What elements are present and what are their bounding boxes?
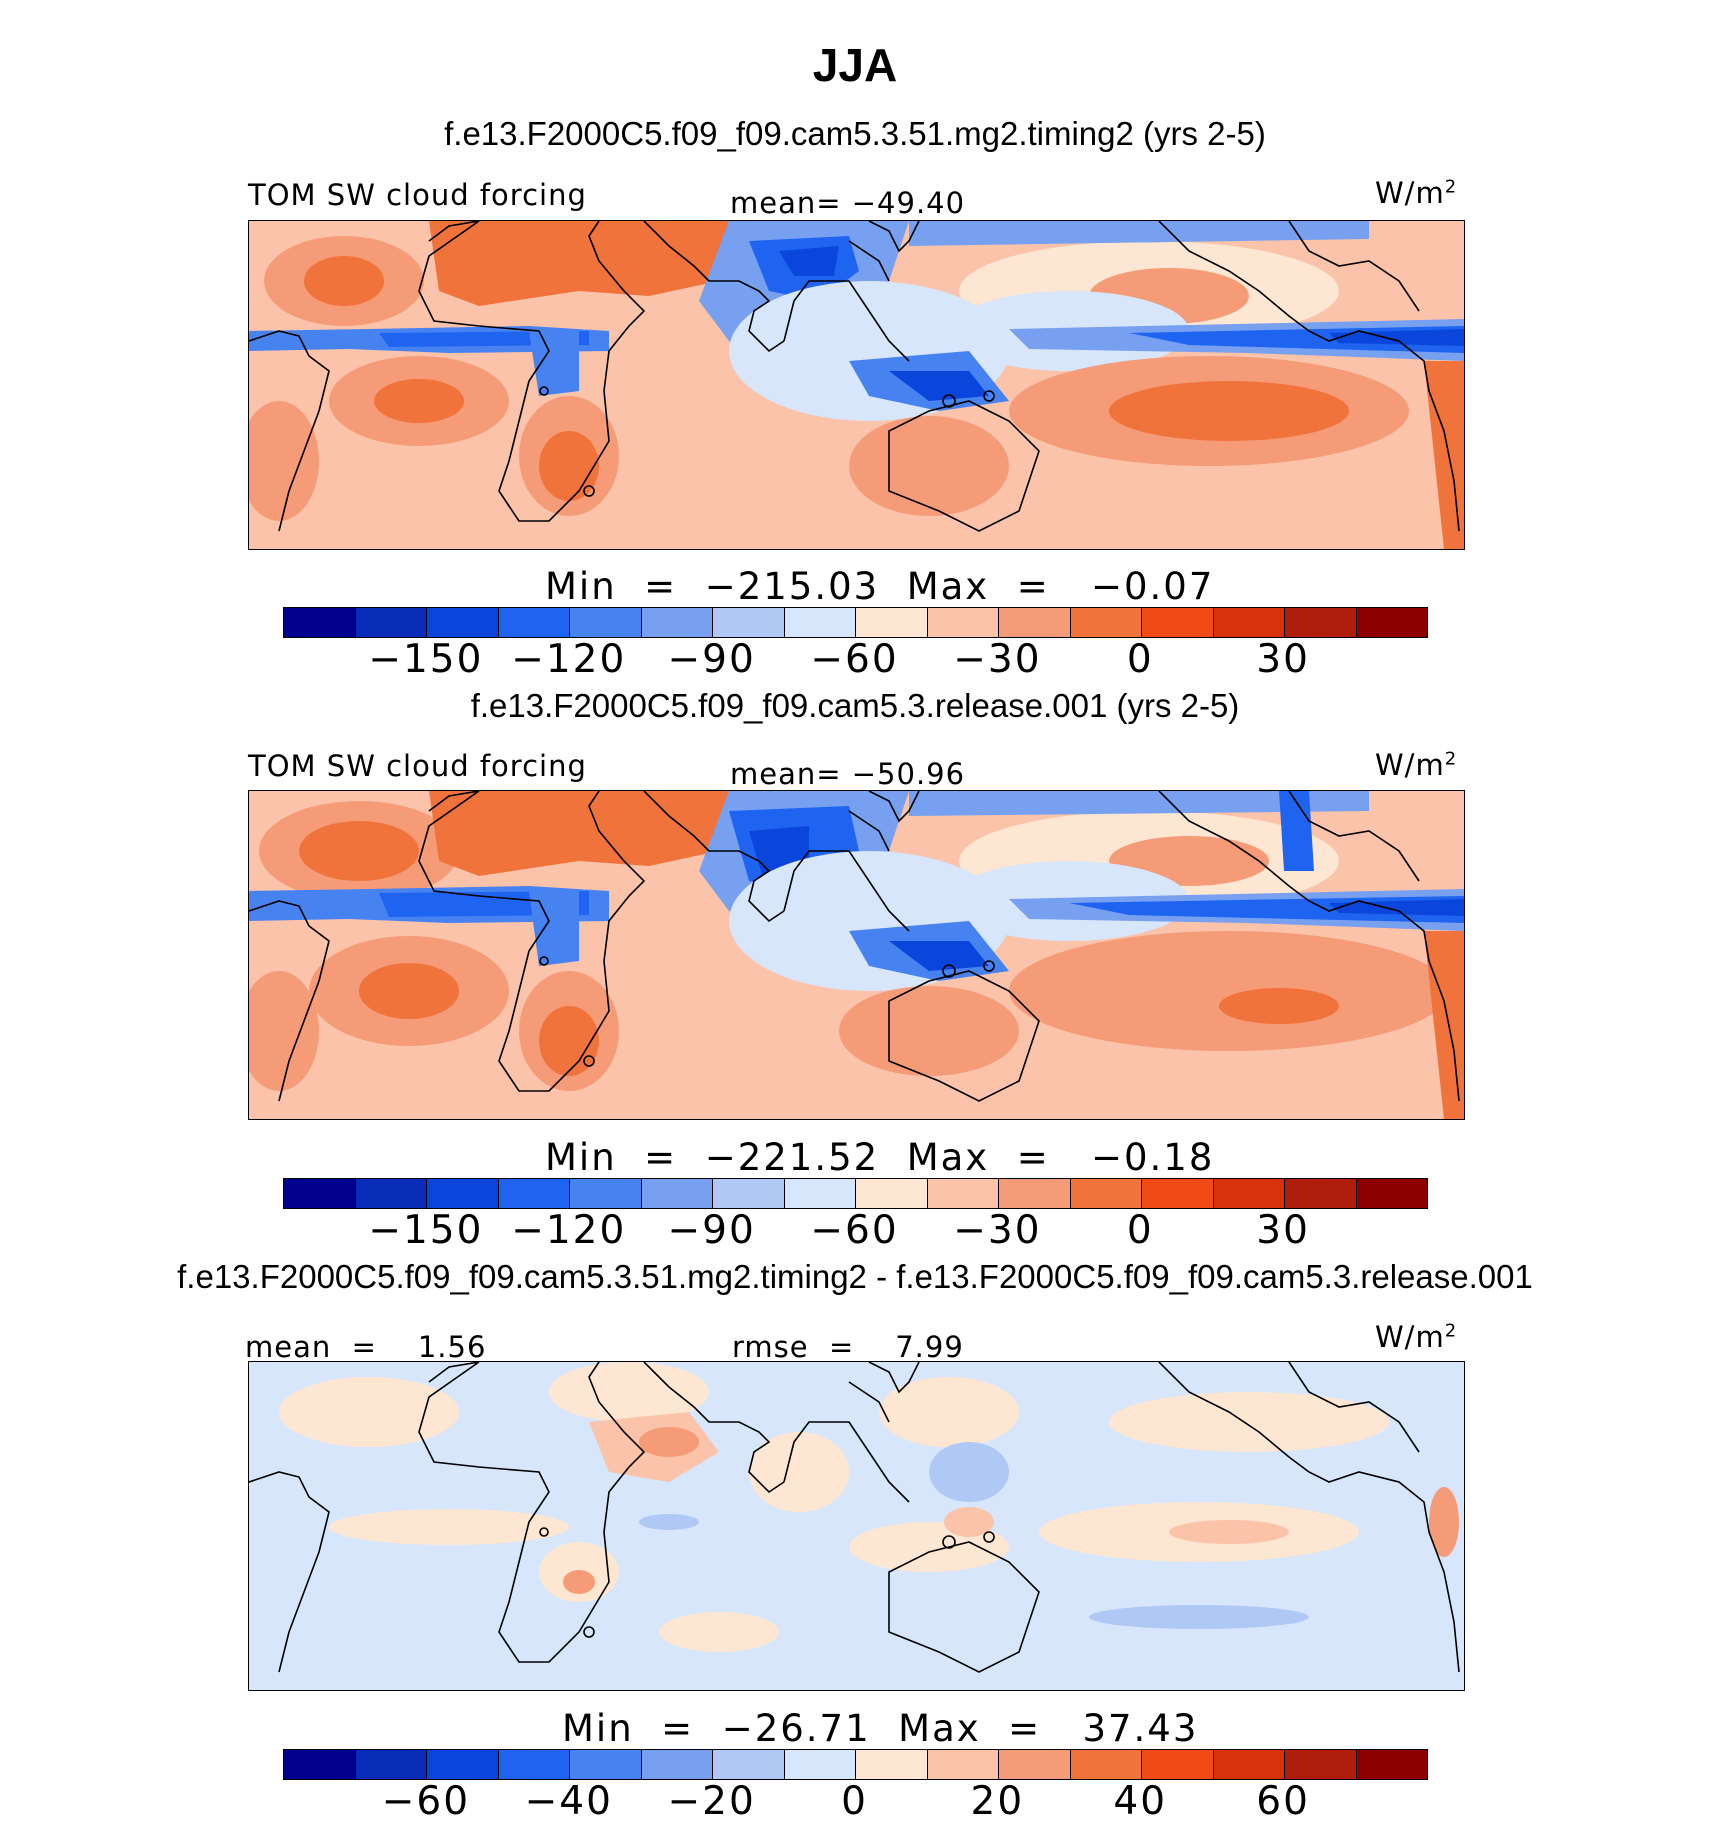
colorbar-tick-label: 30 (1256, 1208, 1310, 1253)
colorbar-tick-label: 60 (1256, 1779, 1310, 1824)
colorbar-tick-label: −90 (667, 1208, 756, 1253)
colorbar-swatch (641, 1750, 713, 1779)
colorbar-swatch (641, 1179, 713, 1208)
colorbar-swatch (713, 1750, 785, 1779)
colorbar-swatch (570, 1179, 642, 1208)
colorbar-swatch (784, 608, 856, 637)
panel-3-units-label: W/m2 (1375, 1320, 1458, 1354)
colorbar-tick-label: −60 (810, 637, 899, 682)
panel-2-case-title: f.e13.F2000C5.f09_f09.cam5.3.release.001… (470, 687, 1240, 724)
page-title: JJA (812, 39, 898, 91)
panel-3-colorbar (283, 1749, 1428, 1780)
panel-2-variable-label: TOM SW cloud forcing (248, 749, 587, 783)
colorbar-tick-label: −120 (511, 1208, 627, 1253)
panel-3-map (248, 1361, 1465, 1691)
colorbar-swatch (1142, 608, 1214, 637)
colorbar-tick-label: −60 (810, 1208, 899, 1253)
panel-1-colorbar-ticks: −150 −120 −90 −60 −30 0 30 (0, 637, 1710, 683)
panel-1-case-title: f.e13.F2000C5.f09_f09.cam5.3.51.mg2.timi… (444, 115, 1266, 152)
colorbar-tick-label: −90 (667, 637, 756, 682)
colorbar-tick-label: −60 (381, 1779, 471, 1824)
colorbar-swatch (927, 1179, 999, 1208)
colorbar-swatch (355, 1179, 427, 1208)
colorbar-swatch (1285, 1750, 1357, 1779)
panel-3-rmse-label: rmse = 7.99 (732, 1330, 964, 1364)
panel-1-map-field (249, 221, 1464, 549)
panel-1-min-max: Min = −215.03 Max = −0.07 (545, 565, 1215, 608)
colorbar-swatch (856, 1750, 928, 1779)
colorbar-swatch (1285, 608, 1357, 637)
colorbar-swatch (1070, 1750, 1142, 1779)
colorbar-swatch (927, 1750, 999, 1779)
panel-1-mean-label: mean= −49.40 (730, 186, 966, 220)
panel-3-case-title: f.e13.F2000C5.f09_f09.cam5.3.51.mg2.timi… (177, 1258, 1533, 1295)
colorbar-swatch (1142, 1750, 1214, 1779)
colorbar-swatch (856, 608, 928, 637)
panel-3-colorbar-ticks: −60 −40 −20 0 20 40 60 (0, 1779, 1710, 1825)
colorbar-tick-label: −120 (511, 637, 627, 682)
colorbar-swatch (999, 1179, 1071, 1208)
colorbar-swatch (570, 608, 642, 637)
panel-2-map-field (249, 791, 1464, 1119)
panel-3-map-field (249, 1362, 1464, 1690)
panel-3-min-max: Min = −26.71 Max = 37.43 (562, 1707, 1199, 1750)
colorbar-swatch (1356, 608, 1427, 637)
colorbar-swatch (355, 1750, 427, 1779)
colorbar-swatch (713, 608, 785, 637)
panel-2-map (248, 790, 1465, 1120)
panel-3-mean-label: mean = 1.56 (245, 1330, 487, 1364)
colorbar-tick-label: −150 (368, 1208, 484, 1253)
colorbar-swatch (999, 608, 1071, 637)
colorbar-swatch (1213, 608, 1285, 637)
colorbar-tick-label: 0 (1126, 1208, 1154, 1253)
colorbar-tick-label: −30 (953, 1208, 1042, 1253)
colorbar-swatch (1213, 1179, 1285, 1208)
colorbar-swatch (1285, 1179, 1357, 1208)
colorbar-swatch (1213, 1750, 1285, 1779)
colorbar-swatch (1356, 1179, 1427, 1208)
colorbar-swatch (284, 1750, 356, 1779)
panel-1-colorbar (283, 607, 1428, 638)
panel-2-mean-label: mean= −50.96 (730, 757, 966, 791)
colorbar-tick-label: −150 (368, 637, 484, 682)
colorbar-swatch (498, 1750, 570, 1779)
colorbar-swatch (427, 1750, 499, 1779)
colorbar-tick-label: −20 (667, 1779, 756, 1824)
colorbar-swatch (498, 608, 570, 637)
colorbar-swatch (856, 1179, 928, 1208)
panel-1-units-label: W/m2 (1375, 176, 1458, 210)
panel-2-min-max: Min = −221.52 Max = −0.18 (545, 1136, 1215, 1179)
colorbar-swatch (355, 608, 427, 637)
colorbar-swatch (1356, 1750, 1427, 1779)
colorbar-tick-label: −40 (524, 1779, 613, 1824)
colorbar-tick-label: 40 (1113, 1779, 1168, 1824)
colorbar-swatch (641, 608, 713, 637)
colorbar-swatch (1070, 1179, 1142, 1208)
colorbar-tick-label: −30 (953, 637, 1042, 682)
panel-1-map (248, 220, 1465, 550)
colorbar-swatch (427, 1179, 499, 1208)
colorbar-swatch (498, 1179, 570, 1208)
colorbar-swatch (784, 1179, 856, 1208)
panel-2-colorbar-ticks: −150 −120 −90 −60 −30 0 30 (0, 1208, 1710, 1254)
colorbar-swatch (1070, 608, 1142, 637)
colorbar-swatch (713, 1179, 785, 1208)
colorbar-swatch (570, 1750, 642, 1779)
colorbar-tick-label: 20 (970, 1779, 1025, 1824)
colorbar-tick-label: 0 (841, 1779, 868, 1824)
panel-2-colorbar (283, 1178, 1428, 1209)
colorbar-swatch (284, 1179, 356, 1208)
colorbar-swatch (427, 608, 499, 637)
panel-1-variable-label: TOM SW cloud forcing (248, 178, 587, 212)
colorbar-tick-label: 0 (1126, 637, 1154, 682)
colorbar-swatch (927, 608, 999, 637)
colorbar-tick-label: 30 (1256, 637, 1310, 682)
colorbar-swatch (784, 1750, 856, 1779)
panel-2-units-label: W/m2 (1375, 748, 1458, 782)
colorbar-swatch (999, 1750, 1071, 1779)
colorbar-swatch (284, 608, 356, 637)
colorbar-swatch (1142, 1179, 1214, 1208)
